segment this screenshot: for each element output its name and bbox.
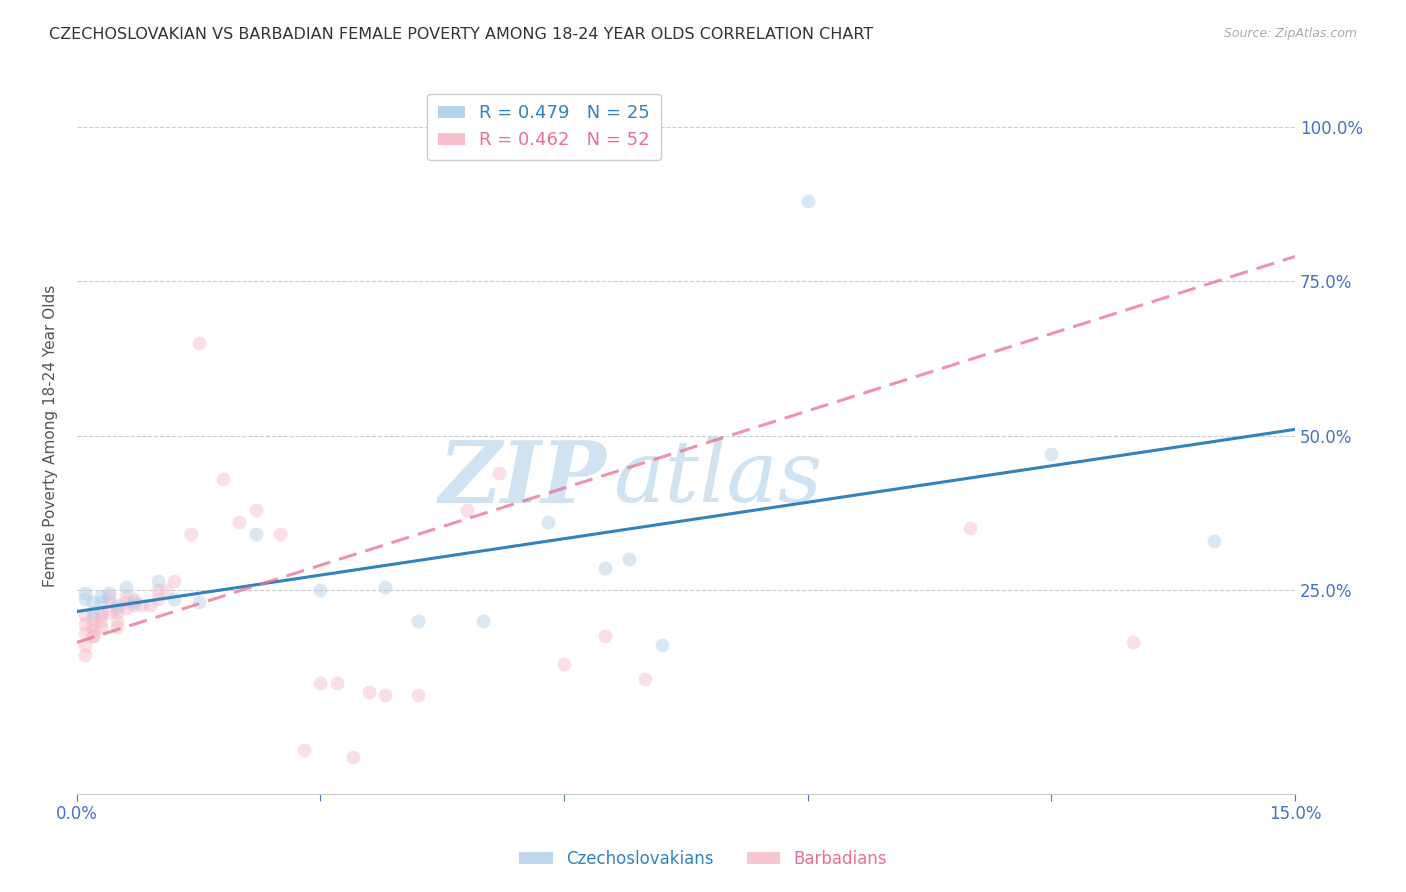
Point xyxy=(359,685,381,699)
Point xyxy=(342,749,364,764)
Point xyxy=(146,574,169,588)
Point xyxy=(73,626,96,640)
Point xyxy=(146,592,169,607)
Point xyxy=(212,472,235,486)
Point xyxy=(90,595,112,609)
Point xyxy=(90,607,112,622)
Point xyxy=(131,599,153,613)
Point xyxy=(374,580,396,594)
Text: atlas: atlas xyxy=(613,437,823,520)
Point xyxy=(82,623,104,637)
Point xyxy=(107,599,129,613)
Point xyxy=(82,629,104,643)
Point xyxy=(114,595,136,609)
Point xyxy=(406,614,429,628)
Point xyxy=(114,601,136,615)
Point xyxy=(374,688,396,702)
Text: CZECHOSLOVAKIAN VS BARBADIAN FEMALE POVERTY AMONG 18-24 YEAR OLDS CORRELATION CH: CZECHOSLOVAKIAN VS BARBADIAN FEMALE POVE… xyxy=(49,27,873,42)
Point xyxy=(73,592,96,607)
Point xyxy=(114,580,136,594)
Point xyxy=(73,648,96,662)
Point xyxy=(488,466,510,480)
Point xyxy=(107,614,129,628)
Point xyxy=(90,589,112,603)
Point xyxy=(122,592,145,607)
Point xyxy=(107,605,129,619)
Point xyxy=(82,616,104,631)
Point xyxy=(90,605,112,619)
Point xyxy=(82,605,104,619)
Point xyxy=(309,582,332,597)
Point xyxy=(593,629,616,643)
Point xyxy=(1202,533,1225,548)
Point xyxy=(553,657,575,671)
Point xyxy=(73,607,96,622)
Point xyxy=(1040,447,1063,461)
Point xyxy=(114,589,136,603)
Point xyxy=(98,589,121,603)
Point xyxy=(309,675,332,690)
Point xyxy=(155,582,177,597)
Point xyxy=(73,586,96,600)
Point xyxy=(90,620,112,634)
Point xyxy=(180,527,202,541)
Point xyxy=(139,599,162,613)
Point xyxy=(82,595,104,609)
Text: Source: ZipAtlas.com: Source: ZipAtlas.com xyxy=(1223,27,1357,40)
Point xyxy=(797,194,820,208)
Point xyxy=(107,601,129,615)
Y-axis label: Female Poverty Among 18-24 Year Olds: Female Poverty Among 18-24 Year Olds xyxy=(44,285,58,587)
Point xyxy=(471,614,494,628)
Point xyxy=(245,502,267,516)
Point xyxy=(292,743,315,757)
Point xyxy=(537,515,560,529)
Point xyxy=(107,620,129,634)
Point xyxy=(73,639,96,653)
Point xyxy=(406,688,429,702)
Point xyxy=(456,502,478,516)
Point xyxy=(163,592,186,607)
Point xyxy=(90,614,112,628)
Point xyxy=(122,595,145,609)
Point xyxy=(122,599,145,613)
Point xyxy=(187,335,209,350)
Point xyxy=(146,582,169,597)
Point xyxy=(228,515,250,529)
Point xyxy=(187,595,209,609)
Point xyxy=(98,595,121,609)
Point xyxy=(959,521,981,535)
Point xyxy=(593,561,616,575)
Point xyxy=(73,616,96,631)
Point xyxy=(82,610,104,624)
Point xyxy=(98,605,121,619)
Point xyxy=(651,639,673,653)
Point xyxy=(82,629,104,643)
Legend: Czechoslovakians, Barbadians: Czechoslovakians, Barbadians xyxy=(513,844,893,875)
Point xyxy=(617,552,640,566)
Point xyxy=(634,673,657,687)
Point xyxy=(326,675,349,690)
Point xyxy=(98,586,121,600)
Legend: R = 0.479   N = 25, R = 0.462   N = 52: R = 0.479 N = 25, R = 0.462 N = 52 xyxy=(427,94,661,161)
Text: ZIP: ZIP xyxy=(439,437,607,520)
Point xyxy=(245,527,267,541)
Point xyxy=(269,527,291,541)
Point xyxy=(163,574,186,588)
Point xyxy=(1122,635,1144,649)
